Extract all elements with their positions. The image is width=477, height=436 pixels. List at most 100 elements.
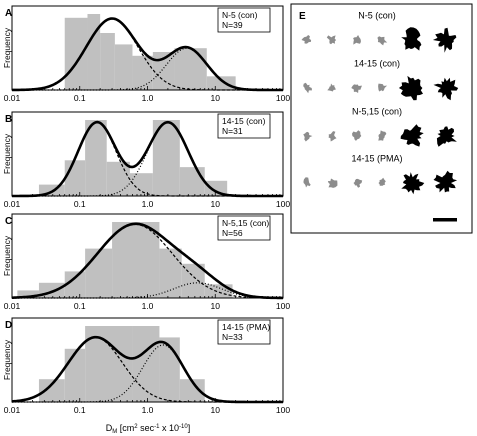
x-tick-label: 0.1 xyxy=(74,405,86,415)
x-tick-label: 0.01 xyxy=(4,93,21,103)
histogram-bar xyxy=(100,33,115,90)
legend-entry: N-5 (con) xyxy=(222,10,258,20)
black-trajectory xyxy=(432,27,457,53)
histogram-bar xyxy=(38,379,65,402)
gray-trajectory xyxy=(327,83,336,92)
panel-c: 0.01 0.1 1.0 10 100 C Frequency N-5,15 (con)N=5… xyxy=(2,213,290,311)
x-tick-label: 10 xyxy=(211,199,221,209)
histogram-bar xyxy=(152,52,175,90)
x-tick-label: 1.0 xyxy=(142,405,154,415)
fit-total xyxy=(11,17,283,92)
x-tick-label: 1.0 xyxy=(142,199,154,209)
x-tick-label: 100 xyxy=(276,199,290,209)
legend-frame xyxy=(217,319,271,345)
gray-trajectory xyxy=(353,178,363,188)
panel-d: 0.01 0.1 1.0 10 100 D Frequency 14-15 (PMA)N=33 xyxy=(2,317,290,415)
histogram-bar xyxy=(112,222,160,298)
histogram-bar xyxy=(181,263,205,298)
legend-frame xyxy=(217,113,271,139)
x-tick-label: 0.1 xyxy=(74,301,86,311)
x-tick-label: 0.01 xyxy=(4,199,21,209)
legend-entry: N=56 xyxy=(222,228,243,238)
legend-entry: 14-15 (PMA) xyxy=(222,322,270,332)
legend-entry: N=31 xyxy=(222,126,243,136)
gray-trajectory xyxy=(301,35,312,44)
panel-e: E N-5 (con) 14-15 (con) N-5,15 (con) 14-15 … xyxy=(290,3,473,234)
gray-trajectory xyxy=(328,131,337,142)
x-tick-label: 1.0 xyxy=(142,93,154,103)
morphology-row: N-5,15 (con) xyxy=(303,106,457,147)
histogram-bar xyxy=(174,48,207,90)
histogram-bar xyxy=(85,120,107,196)
panel-e-label: E xyxy=(299,11,306,22)
x-tick-label: 1.0 xyxy=(142,301,154,311)
gray-trajectory xyxy=(303,131,313,142)
gray-trajectory xyxy=(377,36,388,46)
panel-label: A xyxy=(5,8,12,19)
black-trajectory xyxy=(401,172,425,195)
black-trajectory xyxy=(398,75,423,101)
black-trajectory xyxy=(400,124,424,147)
histogram-bar xyxy=(204,180,228,196)
legend-frame xyxy=(217,7,271,33)
x-tick-label: 10 xyxy=(211,301,221,311)
histogram-bar xyxy=(179,167,205,196)
x-axis-label: DM [cm2 sec-1 x 10-10] xyxy=(106,423,190,435)
histogram-bar xyxy=(64,160,86,196)
histogram-bar xyxy=(64,348,86,402)
histogram-bar xyxy=(87,14,101,90)
histogram-bar xyxy=(64,17,88,90)
gray-trajectory xyxy=(352,130,362,141)
histogram-bar xyxy=(114,44,133,90)
x-tick-label: 100 xyxy=(276,93,290,103)
y-axis-label: Frequency xyxy=(2,133,12,174)
panel-e-rows: N-5 (con) 14-15 (con) N-5,15 (con) 14-15 (P… xyxy=(301,10,459,195)
histogram-bar xyxy=(129,173,153,196)
histogram-bar xyxy=(106,161,130,196)
x-tick-label: 100 xyxy=(276,301,290,311)
panel-label: C xyxy=(5,216,12,227)
morphology-row: 14-15 (con) xyxy=(303,58,459,101)
gray-trajectory xyxy=(326,35,337,45)
black-trajectory xyxy=(433,77,459,101)
gray-trajectory xyxy=(303,177,311,188)
legend-box: 14-15 (con)N=31 xyxy=(217,113,271,139)
morphology-row-title: 14-15 (PMA) xyxy=(351,153,402,163)
panel-b: 0.01 0.1 1.0 10 100 B Frequency 14-15 (con)N=31 xyxy=(2,111,290,209)
histogram-bar xyxy=(206,76,236,90)
x-tick-label: 0.01 xyxy=(4,301,21,311)
histogram-bar xyxy=(132,55,153,90)
histogram-bar xyxy=(159,248,182,298)
legend-entry: N=39 xyxy=(222,20,243,30)
histogram-bar xyxy=(85,248,113,298)
gray-trajectory xyxy=(353,35,361,45)
gray-trajectory xyxy=(351,84,362,93)
morphology-row-title: N-5 (con) xyxy=(358,10,396,20)
gray-trajectory xyxy=(378,83,388,92)
legend-frame xyxy=(217,215,271,241)
x-tick-label: 10 xyxy=(211,93,221,103)
x-tick-label: 0.1 xyxy=(74,93,86,103)
panel-label: D xyxy=(5,320,12,331)
black-trajectory xyxy=(401,27,422,51)
morphology-row: N-5 (con) xyxy=(301,10,457,53)
black-trajectory xyxy=(433,170,458,193)
scale-bar xyxy=(433,218,457,222)
legend-box: N-5 (con)N=39 xyxy=(217,7,271,33)
black-trajectory xyxy=(436,126,457,147)
gray-trajectory xyxy=(327,178,338,188)
histogram-bar xyxy=(17,290,39,298)
panel-a: 0.01 0.1 1.0 10 100 A Frequency N-5 (con)N=39 xyxy=(2,5,290,103)
gray-trajectory xyxy=(303,82,312,94)
gray-trajectory xyxy=(378,177,386,186)
legend-box: 14-15 (PMA)N=33 xyxy=(217,319,271,345)
legend-entry: N=33 xyxy=(222,332,243,342)
x-tick-label: 100 xyxy=(276,405,290,415)
x-tick-label: 0.01 xyxy=(4,405,21,415)
histogram-bar xyxy=(132,326,160,402)
morphology-row: 14-15 (PMA) xyxy=(303,153,458,195)
y-axis-label: Frequency xyxy=(2,27,12,68)
x-tick-label: 10 xyxy=(211,405,221,415)
